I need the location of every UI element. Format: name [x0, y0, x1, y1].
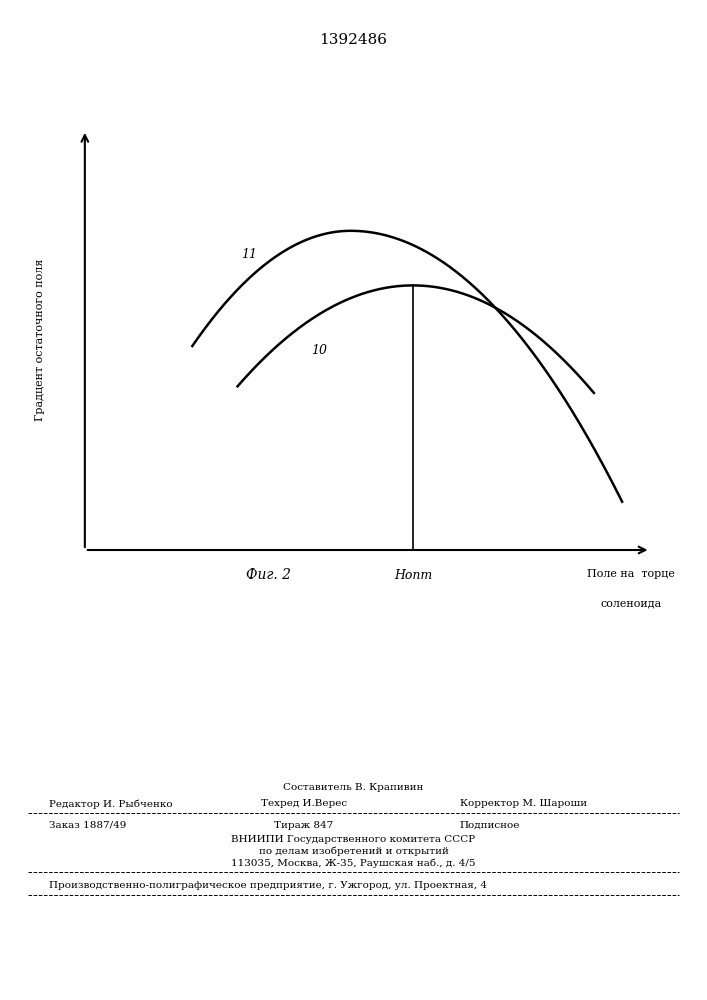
- Text: Тираж 847: Тираж 847: [274, 820, 334, 830]
- Text: Корректор М. Шароши: Корректор М. Шароши: [460, 800, 587, 808]
- Text: Подписное: Подписное: [460, 820, 520, 830]
- Text: ВНИИПИ Государственного комитета СССР: ВНИИПИ Государственного комитета СССР: [231, 834, 476, 844]
- Text: 10: 10: [311, 344, 327, 357]
- Text: соленоида: соленоида: [600, 598, 661, 608]
- Text: Заказ 1887/49: Заказ 1887/49: [49, 820, 127, 830]
- Text: Градцент остаточного поля: Градцент остаточного поля: [35, 259, 45, 421]
- Text: Фиг. 2: Фиг. 2: [246, 568, 291, 582]
- Text: по делам изобретений и открытий: по делам изобретений и открытий: [259, 846, 448, 856]
- Text: 11: 11: [241, 248, 257, 261]
- Text: Производственно-полиграфическое предприятие, г. Ужгород, ул. Проектная, 4: Производственно-полиграфическое предприя…: [49, 880, 488, 890]
- Text: Поле на  торце: Поле на торце: [587, 569, 674, 579]
- Text: Техред И.Верес: Техред И.Верес: [261, 800, 347, 808]
- Text: 1392486: 1392486: [320, 33, 387, 47]
- Text: Нопт: Нопт: [394, 569, 432, 582]
- Text: Редактор И. Рыбченко: Редактор И. Рыбченко: [49, 799, 173, 809]
- Text: Составитель В. Крапивин: Составитель В. Крапивин: [284, 782, 423, 792]
- Text: 113035, Москва, Ж-35, Раушская наб., д. 4/5: 113035, Москва, Ж-35, Раушская наб., д. …: [231, 858, 476, 868]
